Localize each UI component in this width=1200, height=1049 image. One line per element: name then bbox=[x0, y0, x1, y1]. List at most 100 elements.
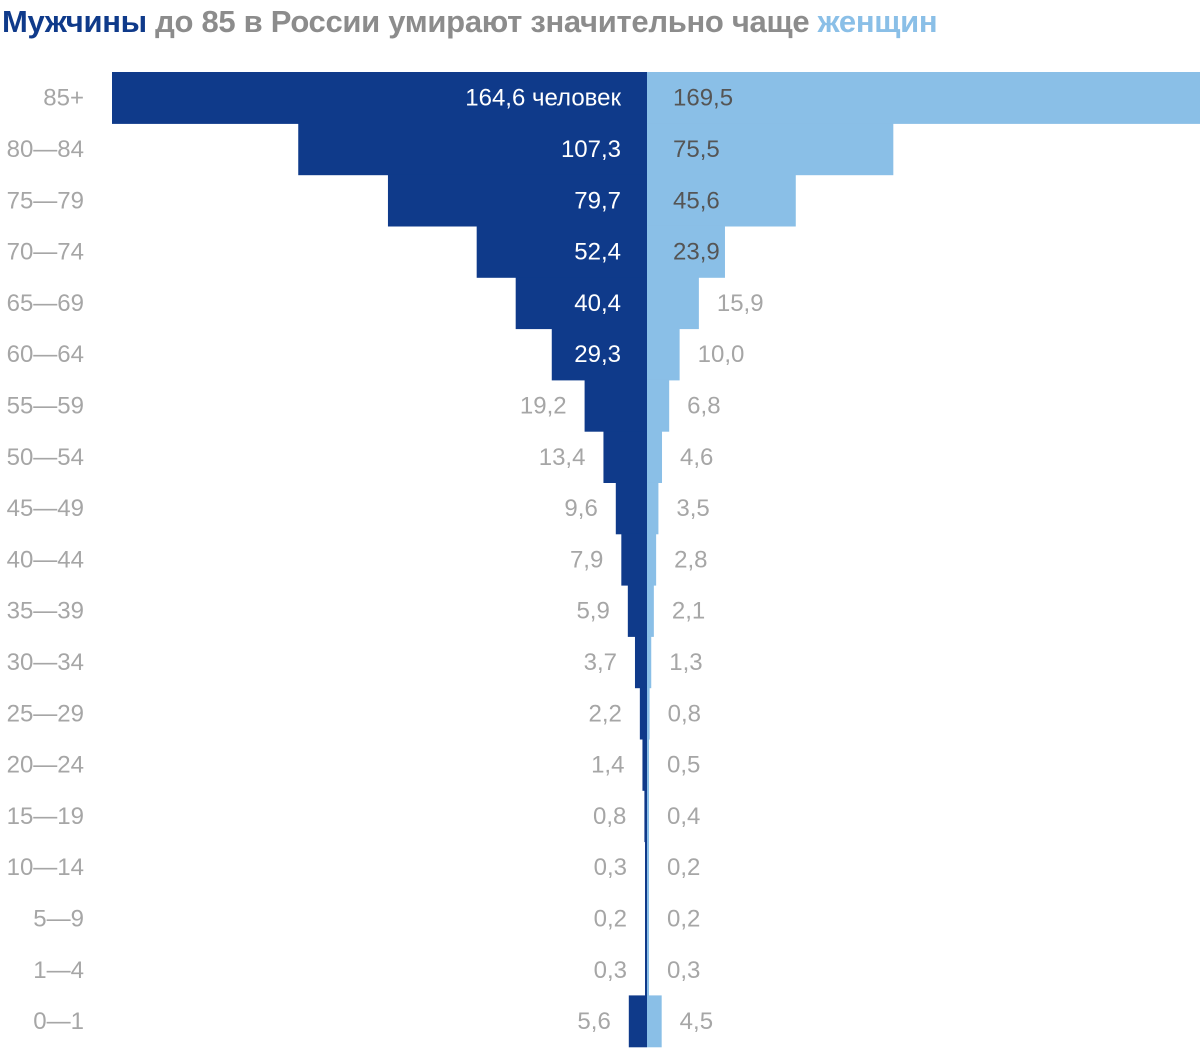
label-women-1-4: 0,3 bbox=[667, 957, 700, 984]
bar-women-40-44 bbox=[647, 533, 657, 586]
bar-women-25-29 bbox=[647, 687, 650, 740]
category-label-40-44: 40—44 bbox=[7, 546, 84, 573]
bar-women-1-4 bbox=[647, 944, 649, 996]
category-label-75-79: 75—79 bbox=[7, 187, 84, 214]
label-women-5-9: 0,2 bbox=[667, 905, 700, 932]
category-label-45-49: 45—49 bbox=[7, 495, 84, 522]
category-label-35-39: 35—39 bbox=[7, 598, 84, 625]
bar-women-65-69 bbox=[647, 277, 699, 330]
bar-women-75-79 bbox=[647, 174, 796, 227]
value-labels-group: 164,6 человек 169,5 107,3 75,5 79,7 45,6 52,4 2… bbox=[465, 85, 763, 1035]
category-label-30-34: 30—34 bbox=[7, 649, 84, 676]
bar-women-50-54 bbox=[647, 431, 663, 483]
category-label-15-19: 15—19 bbox=[7, 803, 84, 830]
label-men-0-1: 5,6 bbox=[577, 1008, 610, 1035]
title-women: женщин bbox=[817, 4, 938, 39]
bar-men-55-59 bbox=[584, 379, 647, 432]
category-label-55-59: 55—59 bbox=[7, 392, 84, 419]
label-women-45-49: 3,5 bbox=[676, 495, 709, 522]
bar-men-80-84 bbox=[298, 123, 647, 176]
label-men-60-64: 29,3 bbox=[574, 341, 621, 368]
bar-men-20-24 bbox=[642, 738, 647, 791]
label-men-10-14: 0,3 bbox=[594, 854, 627, 881]
category-label-80-84: 80—84 bbox=[7, 136, 84, 163]
bar-women-55-59 bbox=[647, 379, 670, 432]
bar-men-35-39 bbox=[627, 585, 647, 637]
bar-women-70-74 bbox=[647, 225, 725, 278]
bar-men-25-29 bbox=[639, 687, 647, 740]
bar-men-60-64 bbox=[551, 328, 647, 381]
bar-women-5-9 bbox=[647, 892, 649, 945]
label-women-60-64: 10,0 bbox=[698, 341, 745, 368]
label-men-15-19: 0,8 bbox=[593, 803, 626, 830]
category-label-25-29: 25—29 bbox=[7, 700, 84, 727]
bar-men-5-9 bbox=[645, 892, 647, 945]
bar-men-50-54 bbox=[603, 431, 647, 483]
label-men-45-49: 9,6 bbox=[564, 495, 597, 522]
chart-title: Мужчины до 85 в России умирают значитель… bbox=[2, 2, 938, 42]
bar-women-0-1 bbox=[647, 995, 662, 1048]
category-label-1-4: 1—4 bbox=[33, 957, 84, 984]
bar-women-85+ bbox=[647, 72, 1200, 124]
label-men-75-79: 79,7 bbox=[574, 187, 621, 214]
category-label-20-24: 20—24 bbox=[7, 752, 84, 779]
label-women-20-24: 0,5 bbox=[667, 752, 700, 779]
label-women-10-14: 0,2 bbox=[667, 854, 700, 881]
title-men: Мужчины bbox=[2, 4, 147, 39]
bar-men-1-4 bbox=[645, 944, 647, 996]
bar-women-20-24 bbox=[647, 738, 649, 791]
bar-women-30-34 bbox=[647, 636, 652, 689]
bar-women-35-39 bbox=[647, 585, 654, 637]
bar-men-0-1 bbox=[628, 995, 647, 1048]
label-men-65-69: 40,4 bbox=[574, 290, 621, 317]
label-men-50-54: 13,4 bbox=[539, 444, 586, 471]
label-men-5-9: 0,2 bbox=[594, 905, 627, 932]
bar-men-45-49 bbox=[615, 482, 647, 535]
category-label-85+: 85+ bbox=[43, 85, 84, 112]
category-label-70-74: 70—74 bbox=[7, 239, 84, 266]
label-men-70-74: 52,4 bbox=[574, 239, 621, 266]
bar-men-15-19 bbox=[644, 790, 647, 843]
category-label-65-69: 65—69 bbox=[7, 290, 84, 317]
label-women-0-1: 4,5 bbox=[680, 1008, 713, 1035]
category-label-60-64: 60—64 bbox=[7, 341, 84, 368]
title-middle: до 85 в России умирают значительно чаще bbox=[146, 4, 818, 39]
category-label-10-14: 10—14 bbox=[7, 854, 84, 881]
bar-men-85+ bbox=[112, 72, 647, 124]
label-women-30-34: 1,3 bbox=[669, 649, 702, 676]
category-label-5-9: 5—9 bbox=[33, 905, 84, 932]
label-women-70-74: 23,9 bbox=[673, 239, 720, 266]
label-men-85+: 164,6 человек bbox=[465, 85, 621, 112]
category-label-0-1: 0—1 bbox=[33, 1008, 84, 1035]
bar-men-75-79 bbox=[387, 174, 647, 227]
label-women-75-79: 45,6 bbox=[673, 187, 720, 214]
category-labels-group: 85+ 80—84 75—79 70—74 65—69 60—64 55—59 50—54 45… bbox=[7, 85, 84, 1035]
label-women-40-44: 2,8 bbox=[674, 546, 707, 573]
label-men-25-29: 2,2 bbox=[588, 700, 621, 727]
category-label-50-54: 50—54 bbox=[7, 444, 84, 471]
bar-men-65-69 bbox=[515, 277, 647, 330]
bar-women-80-84 bbox=[647, 123, 894, 176]
bar-women-15-19 bbox=[647, 790, 649, 843]
bar-men-70-74 bbox=[476, 225, 647, 278]
label-women-50-54: 4,6 bbox=[680, 444, 713, 471]
bar-women-60-64 bbox=[647, 328, 680, 381]
label-men-55-59: 19,2 bbox=[520, 392, 567, 419]
label-women-80-84: 75,5 bbox=[673, 136, 720, 163]
label-men-1-4: 0,3 bbox=[594, 957, 627, 984]
bars-group bbox=[112, 72, 1200, 1048]
label-women-35-39: 2,1 bbox=[672, 598, 705, 625]
label-men-80-84: 107,3 bbox=[561, 136, 621, 163]
label-women-65-69: 15,9 bbox=[717, 290, 764, 317]
bar-men-30-34 bbox=[634, 636, 647, 689]
label-men-30-34: 3,7 bbox=[584, 649, 617, 676]
bar-men-40-44 bbox=[621, 533, 647, 586]
label-women-15-19: 0,4 bbox=[667, 803, 700, 830]
label-women-85+: 169,5 bbox=[673, 85, 733, 112]
bar-women-45-49 bbox=[647, 482, 659, 535]
bar-men-10-14 bbox=[645, 841, 647, 894]
label-women-55-59: 6,8 bbox=[687, 392, 720, 419]
label-women-25-29: 0,8 bbox=[668, 700, 701, 727]
bar-women-10-14 bbox=[647, 841, 649, 894]
